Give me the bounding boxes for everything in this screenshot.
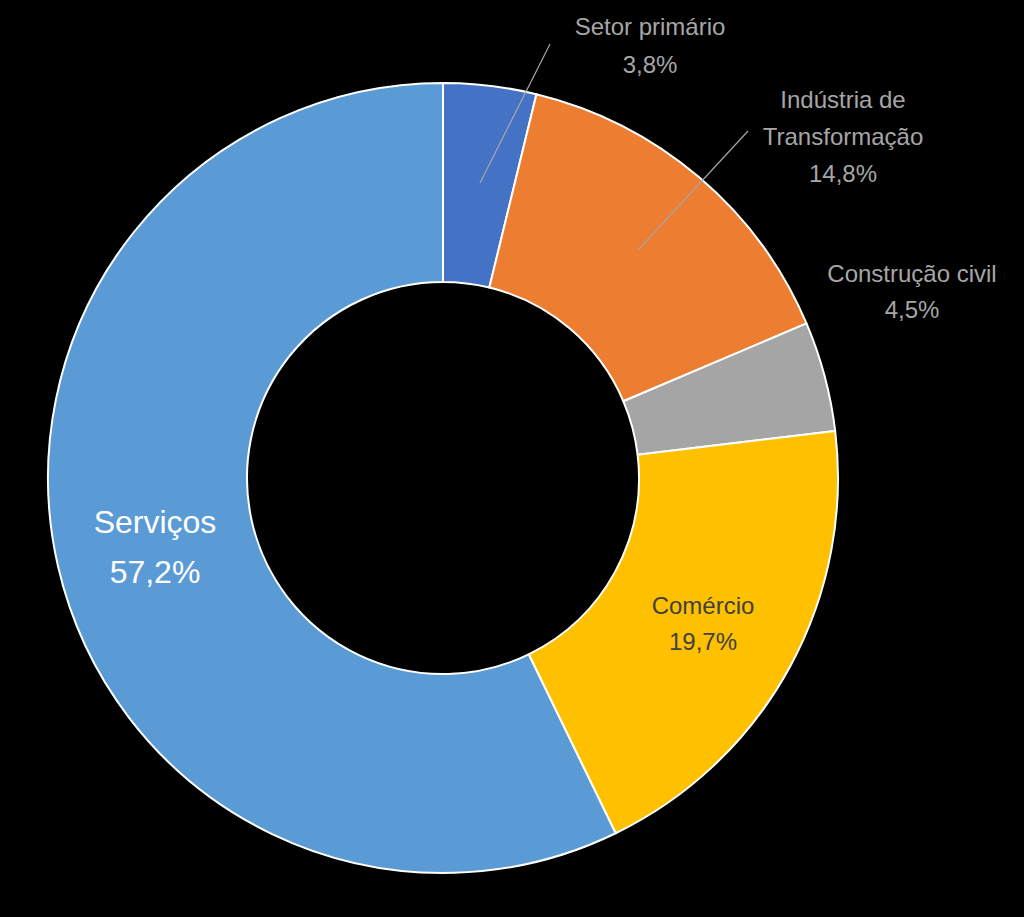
background [0, 0, 1024, 917]
category-label: Serviços [94, 504, 217, 540]
labels: Setor primário 3,8% Indústria deTransforma… [94, 13, 997, 655]
value-label: 57,2% [110, 554, 201, 590]
slice [48, 83, 616, 873]
value-label: 3,8% [623, 51, 678, 78]
category-label: Indústria deTransformação [763, 86, 924, 150]
value-label: 19,7% [669, 628, 737, 655]
slices [48, 83, 838, 873]
value-label: 4,5% [885, 296, 940, 323]
leader-line [638, 131, 748, 250]
category-label: Construção civil [827, 260, 996, 287]
chart: Setor primário 3,8% Indústria deTransforma… [0, 0, 1024, 917]
value-label: 14,8% [809, 160, 877, 187]
category-label: Comércio [652, 592, 755, 619]
category-label: Setor primário [575, 13, 726, 40]
leader-line [480, 44, 550, 183]
